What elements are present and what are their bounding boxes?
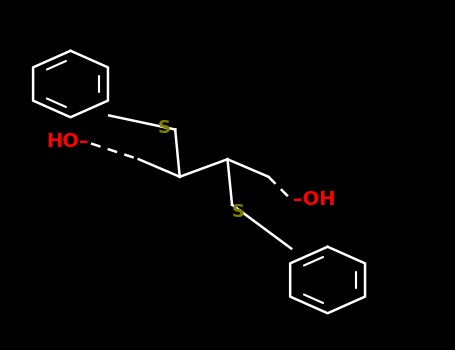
- Text: HO–: HO–: [46, 132, 89, 151]
- Text: S: S: [157, 119, 171, 137]
- Text: –OH: –OH: [293, 190, 336, 209]
- Text: S: S: [232, 203, 245, 221]
